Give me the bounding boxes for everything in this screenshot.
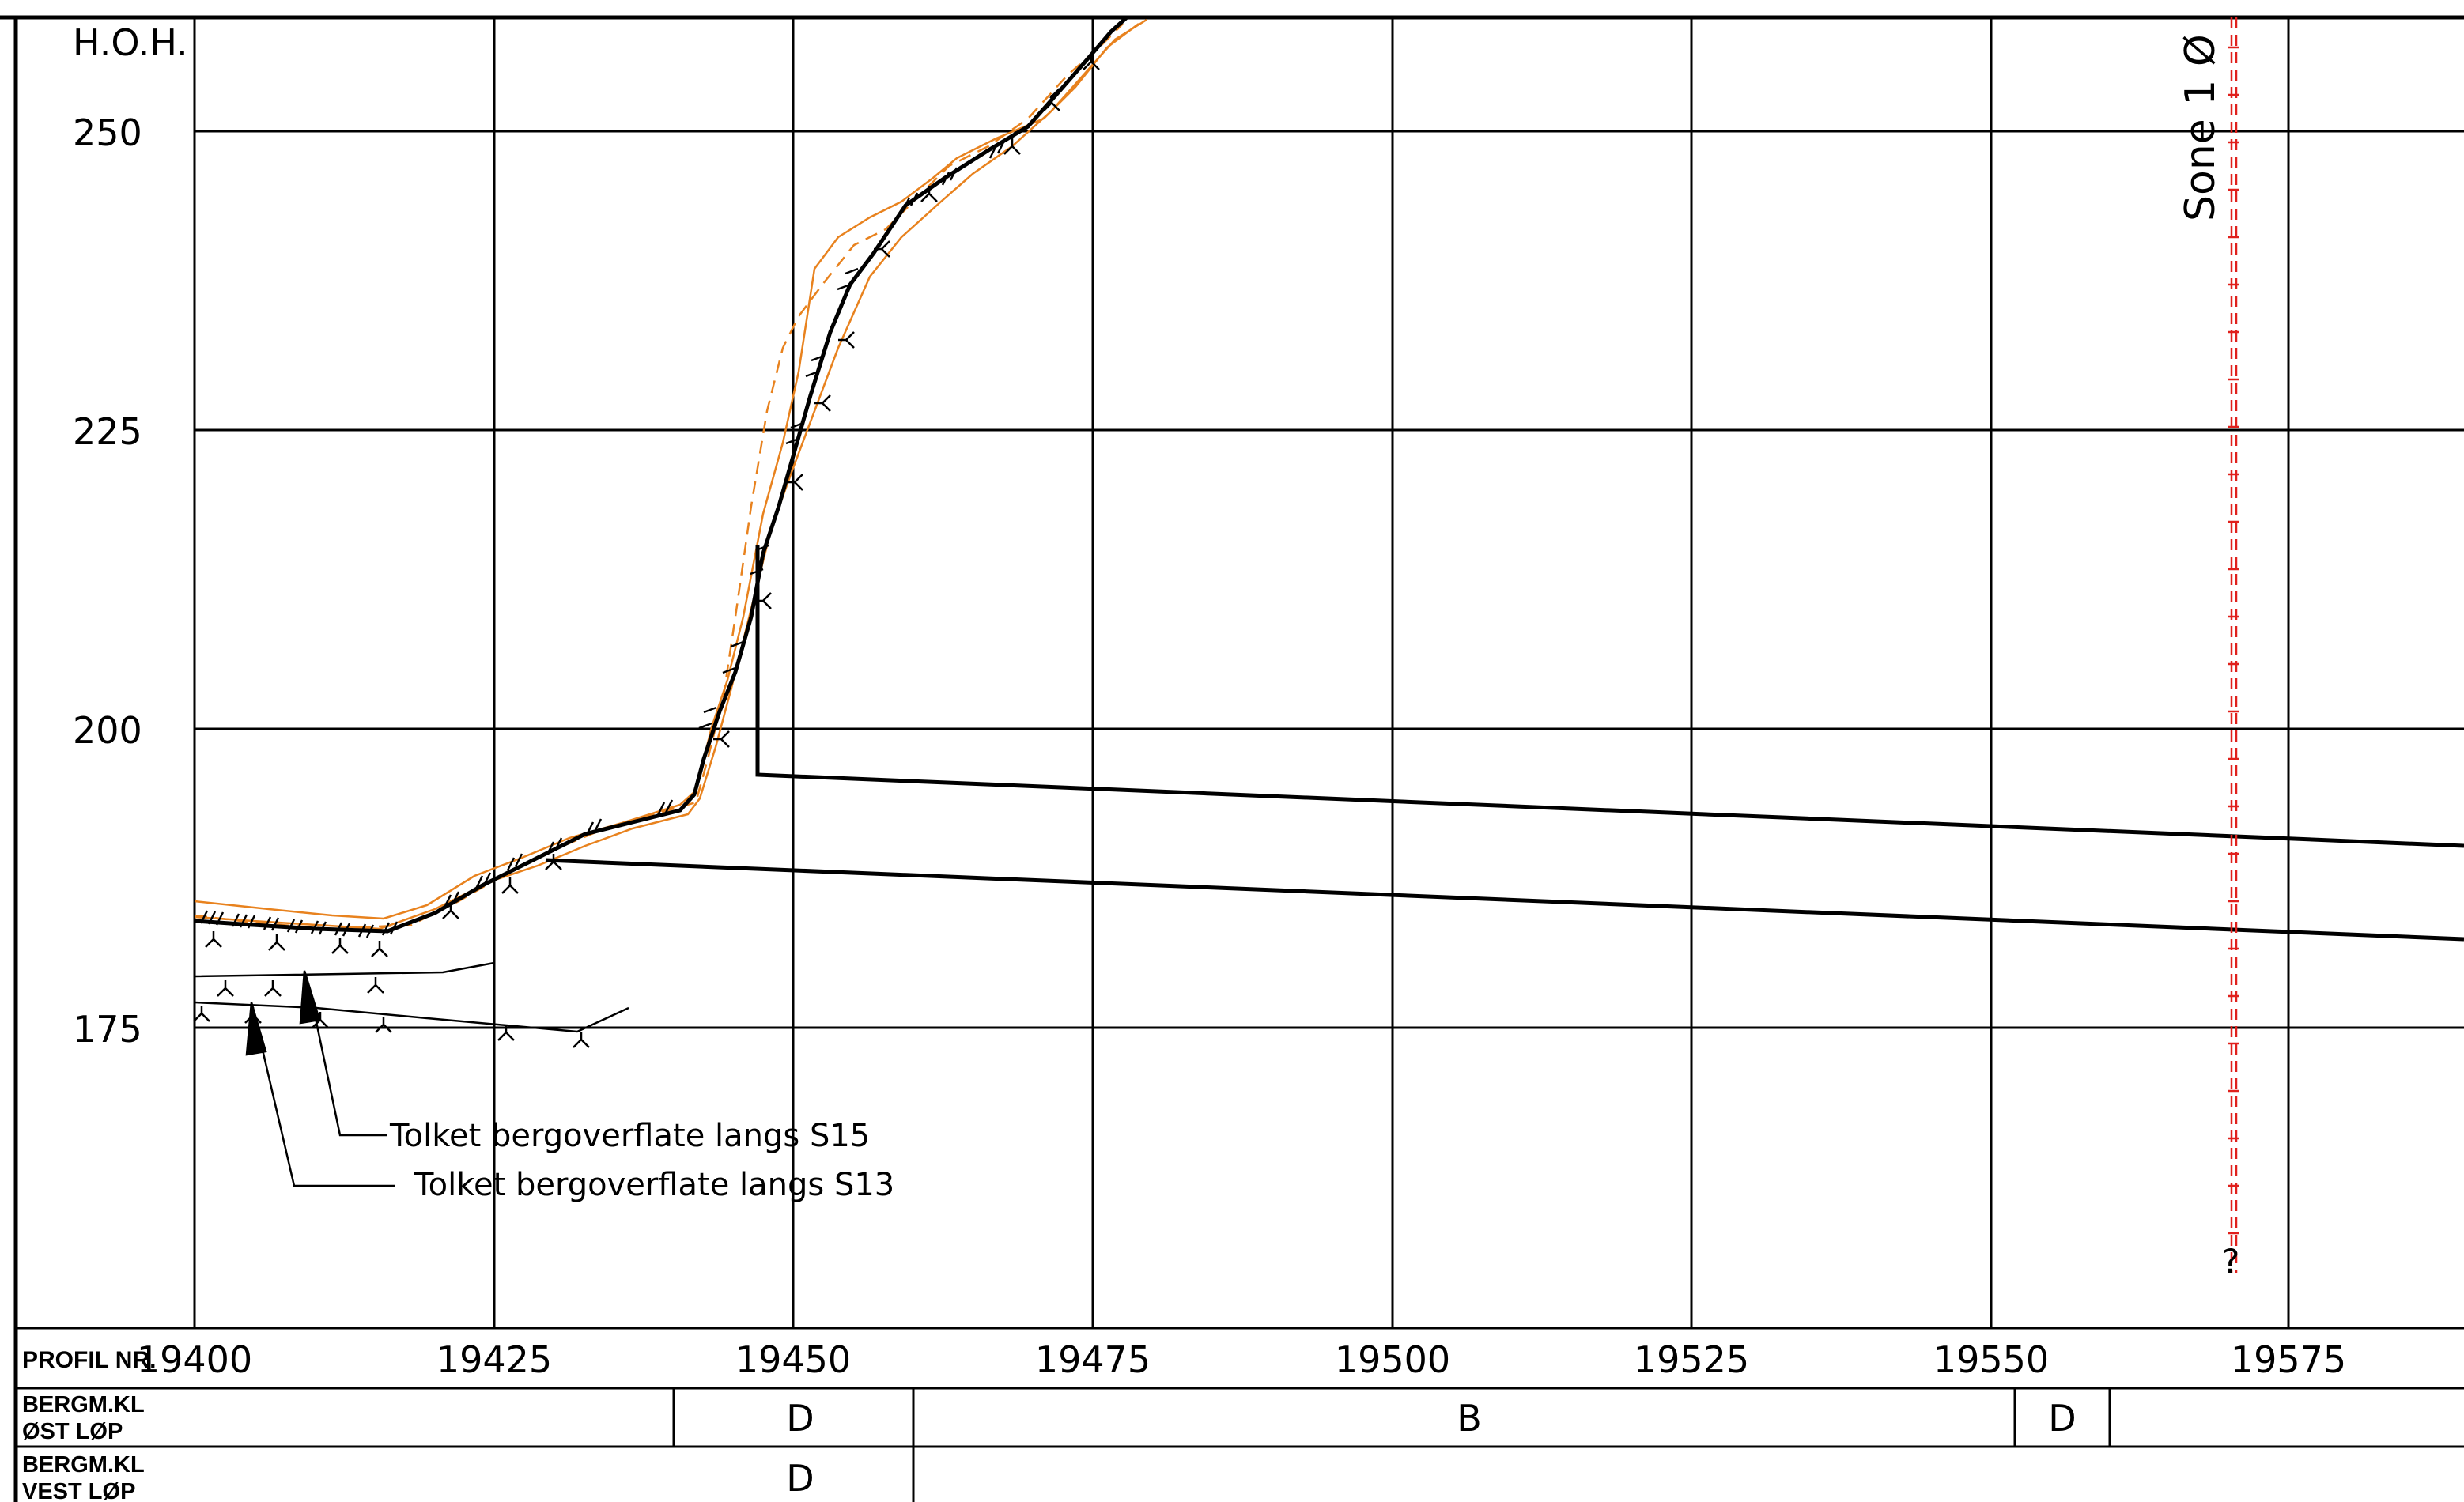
- x-tick-label: 19575: [2231, 1338, 2346, 1381]
- x-axis-labels: 19400 19425 19450 19475 19500 19525 1955…: [137, 1338, 2346, 1381]
- drawing-frame: [0, 15, 2464, 1502]
- tunnel-ost-lop: [755, 545, 2464, 848]
- ost-lop-class-cell: B: [1457, 1397, 1482, 1440]
- terrain-orange-lines: [194, 18, 1147, 930]
- x-tick-label: 19500: [1335, 1338, 1450, 1381]
- row-label-line1: BERGM.KL: [22, 1452, 145, 1477]
- tunnel-lines: [545, 545, 2464, 942]
- rock-surface-line: [194, 16, 1128, 934]
- annotation-s15: Tolket bergoverflate langs S15: [389, 1118, 870, 1154]
- x-tick-label: 19525: [1634, 1338, 1749, 1381]
- bottom-table: [16, 1327, 2464, 1502]
- ost-lop-class-cell: D: [2048, 1397, 2076, 1440]
- y-tick-label: 200: [73, 709, 142, 752]
- zone-label: Sone 1 Ø: [2177, 34, 2224, 221]
- ost-lop-class-cell: D: [786, 1397, 814, 1440]
- tunnel-vest-lop: [545, 858, 2464, 942]
- y-axis-title: H.O.H.: [73, 21, 188, 64]
- grid: [193, 17, 2464, 1328]
- y-tick-label: 250: [73, 111, 142, 154]
- row-label-line2: VEST LØP: [22, 1479, 135, 1502]
- annotation-s13: Tolket bergoverflate langs S13: [414, 1167, 894, 1203]
- x-tick-label: 19400: [137, 1338, 252, 1381]
- vest-lop-class-cell: D: [786, 1457, 814, 1500]
- rock-surface-s15: [194, 961, 495, 978]
- x-tick-label: 19475: [1035, 1338, 1151, 1381]
- interpreted-rock-surfaces: [193, 961, 629, 1048]
- annotation-leaders: [245, 970, 395, 1187]
- rock-surface-s13: [194, 1001, 629, 1033]
- x-tick-label: 19425: [436, 1338, 552, 1381]
- y-tick-label: 225: [73, 410, 142, 453]
- x-tick-label: 19550: [1933, 1338, 2049, 1381]
- y-tick-label: 175: [73, 1008, 142, 1051]
- zone-marker: [2228, 17, 2239, 1273]
- profile-number-label: PROFIL NR.: [22, 1347, 156, 1373]
- row-label-line2: ØST LØP: [22, 1419, 123, 1444]
- zone-uncertainty: ?: [2222, 1242, 2239, 1281]
- x-tick-label: 19450: [735, 1338, 851, 1381]
- row-label-line1: BERGM.KL: [22, 1392, 145, 1417]
